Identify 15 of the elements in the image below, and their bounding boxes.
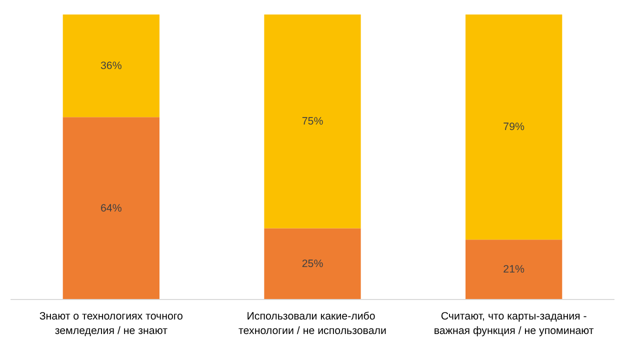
data-label: 75% bbox=[302, 115, 324, 128]
bar bbox=[264, 228, 361, 300]
x-tick-label: Знают о технологиях точного земледелия / не знают bbox=[39, 310, 184, 337]
data-label: 36% bbox=[100, 60, 122, 72]
bar bbox=[466, 14, 562, 240]
data-label: 25% bbox=[302, 258, 324, 270]
data-label: 79% bbox=[503, 121, 526, 134]
data-label: 21% bbox=[503, 264, 526, 276]
x-tick-label: Считают, что карты-задания - важная функция / не упоминают bbox=[434, 310, 594, 337]
data-label: 64% bbox=[100, 202, 122, 214]
bar bbox=[62, 117, 160, 300]
bar bbox=[62, 14, 160, 118]
bar bbox=[466, 240, 562, 300]
x-tick-label: Использовали какие-либо технологии / не использовали bbox=[238, 310, 387, 337]
bar bbox=[264, 14, 361, 228]
